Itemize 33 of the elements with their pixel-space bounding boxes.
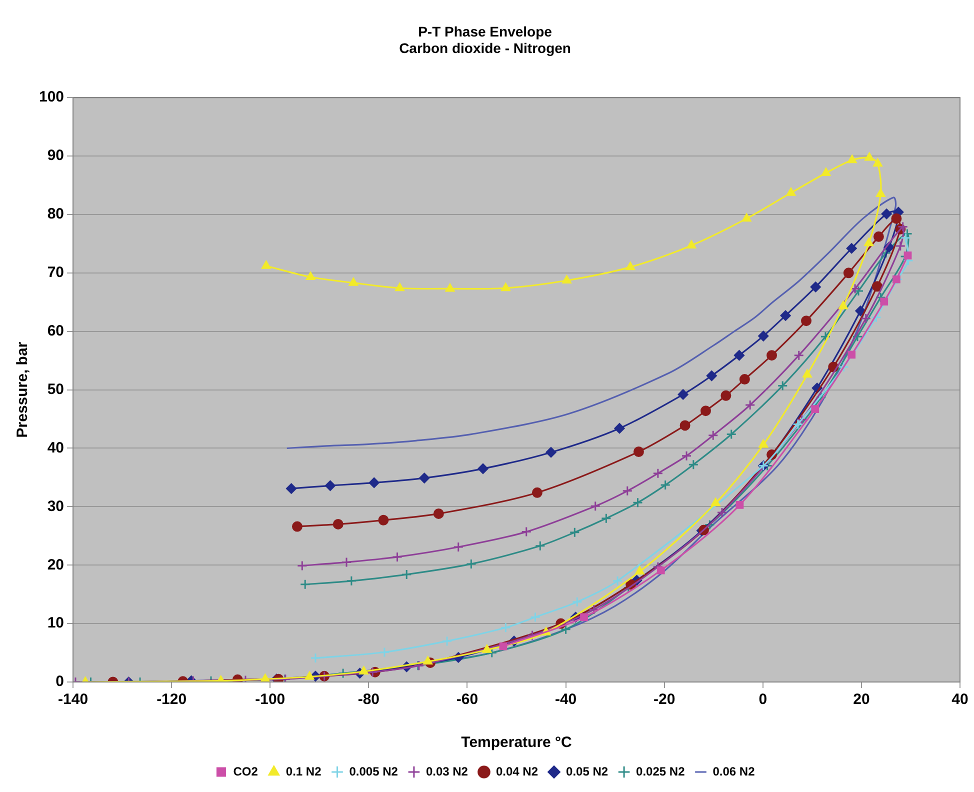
y-tick-label: 10 (47, 614, 64, 632)
legend-label: 0.1 N2 (286, 764, 322, 778)
chart-subtitle: Carbon dioxide - Nitrogen (399, 40, 571, 56)
legend-label: 0.06 N2 (712, 764, 756, 778)
x-tick-label: 40 (952, 691, 968, 708)
x-tick-label: 20 (853, 691, 870, 708)
y-tick-label: 80 (47, 206, 64, 223)
y-tick-label: 30 (47, 498, 64, 515)
x-tick-label: -40 (554, 691, 577, 708)
legend-label: 0.005 N2 (349, 764, 398, 778)
chart-title: P-T Phase Envelope (418, 23, 552, 40)
legend-label: 0.04 N2 (496, 764, 538, 778)
y-tick-label: 100 (38, 88, 64, 106)
legend-label: 0.025 N2 (636, 764, 686, 778)
x-tick-label: -120 (156, 691, 187, 708)
y-tick-label: 60 (47, 322, 64, 340)
y-tick-label: 20 (47, 556, 64, 574)
legend-label: CO2 (233, 764, 258, 778)
y-tick-label: 90 (47, 147, 64, 164)
x-axis-title: Temperature °C (461, 734, 572, 752)
y-axis-title: Pressure, bar (14, 342, 32, 438)
x-tick-label: -60 (456, 691, 478, 708)
y-tick-label: 0 (56, 673, 64, 690)
y-tick-label: 50 (47, 380, 64, 398)
legend-label: 0.03 N2 (426, 764, 468, 778)
x-tick-label: -100 (255, 691, 286, 708)
x-tick-label: -20 (654, 691, 676, 708)
x-tick-label: -140 (58, 691, 88, 708)
legend-label: 0.05 N2 (566, 764, 608, 778)
x-tick-label: -80 (358, 691, 380, 708)
y-tick-label: 40 (47, 439, 64, 456)
y-tick-label: 70 (47, 264, 64, 282)
x-tick-label: 0 (758, 691, 768, 708)
